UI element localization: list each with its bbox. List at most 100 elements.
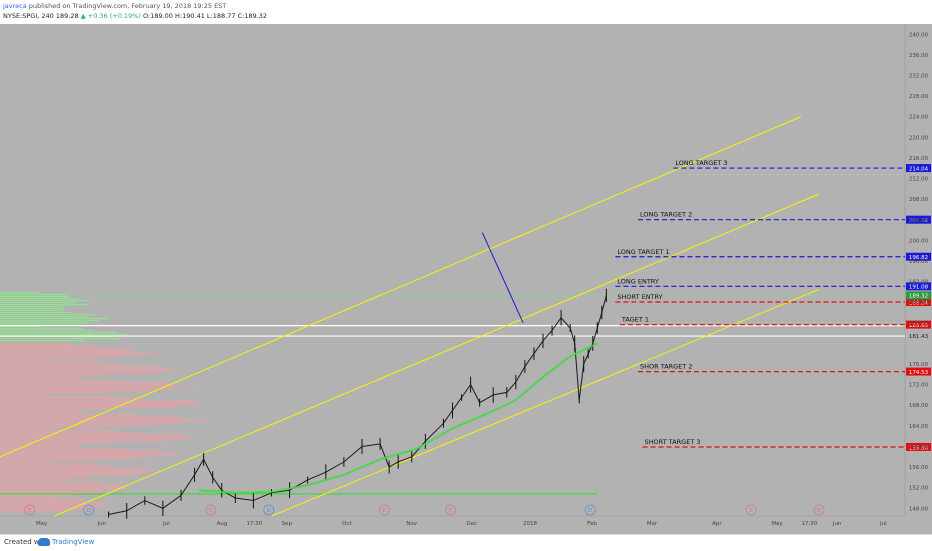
volume-profile-bar <box>0 480 65 482</box>
earnings-event-icon <box>379 504 391 516</box>
time-axis[interactable] <box>0 516 932 534</box>
price-axis[interactable] <box>905 24 932 516</box>
author-link[interactable]: javreca <box>3 2 27 10</box>
volume-profile-bar <box>0 412 82 414</box>
earnings-event-icon <box>24 504 36 516</box>
volume-profile-bar <box>0 494 74 496</box>
publish-text: published on TradingView.com, February 1… <box>26 2 227 10</box>
volume-profile-bar <box>0 468 152 470</box>
volume-profile-bar <box>0 372 157 374</box>
volume-profile-bar <box>0 410 84 412</box>
volume-profile-bar <box>0 330 93 332</box>
volume-profile-bar <box>0 432 142 434</box>
volume-profile-bar <box>0 346 98 348</box>
high-value: H:190.41 <box>175 12 205 20</box>
volume-profile-bar <box>0 426 105 428</box>
volume-profile-bar <box>0 456 149 458</box>
horizontal-levels <box>0 295 905 495</box>
time-axis-label: Mar <box>647 521 658 527</box>
volume-profile-bar <box>0 496 55 498</box>
volume-profile-bar <box>0 444 81 446</box>
price-axis-label: 232.00 <box>909 74 929 80</box>
volume-profile-bar <box>0 438 184 440</box>
symbol-label[interactable]: NYSE:SPGI, 240 <box>3 12 54 20</box>
earnings-event-icon <box>745 504 757 516</box>
price-axis-label: 220.00 <box>909 135 929 141</box>
price-change: ▲ +0.36 (+0.19%) <box>80 12 141 20</box>
price-line <box>108 295 607 515</box>
volume-profile-bar <box>0 322 89 324</box>
volume-profile-bar <box>0 310 63 312</box>
event-marker-label: D <box>267 508 271 514</box>
volume-profile-bar <box>0 302 77 304</box>
volume-profile-bar <box>0 416 180 418</box>
level-label: LONG TARGET 3 <box>675 159 727 167</box>
time-axis-label: Jul <box>879 521 887 527</box>
time-axis-label: Jun <box>832 521 842 527</box>
event-marker-label: D <box>588 508 592 514</box>
time-axis-label: Oct <box>342 521 352 527</box>
volume-profile-bar <box>0 324 80 326</box>
volume-profile-bar <box>0 492 103 494</box>
event-marker-label: D <box>87 508 91 514</box>
volume-profile-bar <box>0 318 109 320</box>
volume-profile-bar <box>0 320 100 322</box>
footer: Created with TradingView <box>0 534 932 551</box>
volume-profile-bar <box>0 304 89 306</box>
volume-profile-bar <box>0 384 174 386</box>
trade-levels: LONG TARGET 3 214.04 LONG TARGET 2 204.02 LO… <box>615 159 931 451</box>
volume-profile-bar <box>0 352 155 354</box>
event-marker-label: E <box>749 508 753 514</box>
level-price-text: 174.53 <box>909 370 929 376</box>
volume-profile-bar <box>0 408 116 410</box>
time-axis-label: 2018 <box>523 521 537 527</box>
volume-profile-bar <box>0 414 136 416</box>
price-axis-label: 176.00 <box>909 362 929 368</box>
level-price-tag <box>906 215 931 224</box>
event-marker-label: E <box>817 508 821 514</box>
created-with-label: Created with <box>4 538 49 546</box>
volume-profile-bar <box>0 428 53 430</box>
volume-profile-bar <box>0 458 133 460</box>
volume-profile-bar <box>0 502 111 504</box>
tradingview-logo-icon <box>38 538 50 546</box>
price-chart[interactable]: LONG TARGET 3 214.04 LONG TARGET 2 204.02 LO… <box>0 24 932 534</box>
price-axis-label: 196.00 <box>909 259 929 265</box>
price-axis-label: 224.00 <box>909 115 929 121</box>
volume-profile-bar <box>0 484 121 486</box>
channel-upper-line <box>0 116 802 458</box>
volume-profile-bar <box>0 386 197 388</box>
volume-profile-bar <box>0 358 95 360</box>
dividend-event-icon <box>83 504 95 516</box>
parallel-channel[interactable] <box>0 116 820 517</box>
price-axis-label: 192.00 <box>909 280 929 286</box>
time-axis-label: Aug <box>217 521 228 527</box>
price-axis-label: 204.00 <box>909 218 929 224</box>
volume-profile-bar <box>0 364 124 366</box>
volume-profile-bar <box>0 486 123 488</box>
last-price: 189.28 <box>55 12 79 20</box>
event-marker-label: E <box>449 508 453 514</box>
time-axis-label: Nov <box>406 521 417 527</box>
time-axis-label: Sep <box>282 521 293 527</box>
volume-profile-bar <box>0 334 128 336</box>
volume-profile-bar <box>0 308 64 310</box>
earnings-event-icon <box>205 504 217 516</box>
tradingview-brand[interactable]: TradingView <box>52 538 95 546</box>
volume-profile-bar <box>0 350 131 352</box>
price-axis-label: 240.00 <box>909 32 929 38</box>
volume-profile-bar <box>0 452 166 454</box>
level-price-text: 191.08 <box>909 285 929 291</box>
price-axis-label: 200.00 <box>909 238 929 244</box>
volume-profile-bar <box>0 338 121 340</box>
level-label: SHORT ENTRY <box>617 293 662 301</box>
volume-profile-bar <box>0 340 86 342</box>
volume-profile-bar <box>0 440 165 442</box>
chart-background <box>0 24 905 516</box>
price-axis-label: 156.00 <box>909 465 929 471</box>
level-label: LONG TARGET 2 <box>640 211 692 219</box>
volume-profile-bar <box>0 370 164 372</box>
volume-profile-bar <box>0 478 73 480</box>
volume-profile-bar <box>0 508 94 510</box>
channel-lower-line <box>271 288 820 517</box>
